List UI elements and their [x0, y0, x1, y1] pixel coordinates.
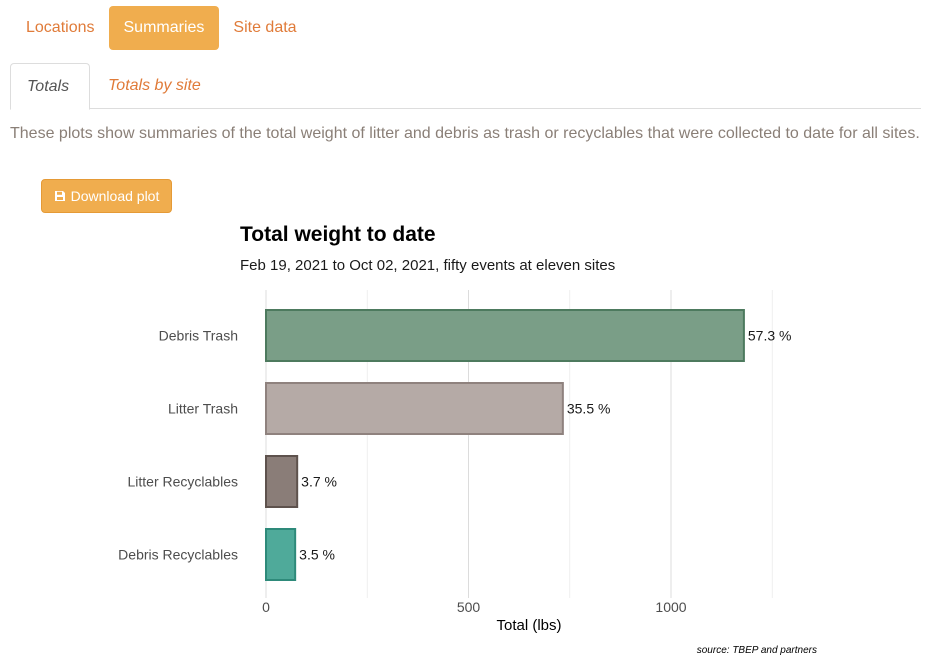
summary-tabs: Totals Totals by site [10, 63, 921, 110]
download-plot-label: Download plot [70, 188, 160, 204]
chart-subtitle: Feb 19, 2021 to Oct 02, 2021, fifty even… [240, 257, 615, 274]
category-label: Debris Trash [159, 328, 238, 344]
bar-litter-trash [265, 382, 564, 435]
download-plot-button[interactable]: Download plot [41, 179, 172, 213]
bar-debris-recyclables [265, 528, 297, 581]
save-icon [54, 191, 65, 201]
chart-caption: source: TBEP and partners [697, 645, 817, 656]
percent-label: 57.3 % [748, 328, 792, 344]
category-label: Litter Trash [168, 401, 238, 417]
percent-label: 3.5 % [299, 547, 335, 563]
nav-pill-summaries[interactable]: Summaries [108, 6, 220, 50]
x-tick-label: 1000 [655, 599, 686, 615]
nav-pill-locations[interactable]: Locations [26, 19, 95, 36]
category-label: Debris Recyclables [118, 547, 238, 563]
nav-pill-site-data[interactable]: Site data [233, 19, 297, 36]
plot-description: These plots show summaries of the total … [10, 125, 920, 142]
category-label: Litter Recyclables [128, 474, 239, 490]
percent-label: 3.7 % [301, 474, 337, 490]
x-axis-title: Total (lbs) [496, 617, 561, 634]
chart-title: Total weight to date [240, 223, 436, 246]
tab-totals-by-site[interactable]: Totals by site [108, 77, 201, 94]
tab-totals[interactable]: Totals [10, 63, 90, 110]
x-tick-label: 0 [262, 599, 270, 615]
chart-labels: 0 500 1000 Debris Trash 57.3 % Litter Trash 35… [118, 328, 791, 616]
x-tick-label: 500 [457, 599, 481, 615]
chart-bars [265, 309, 745, 581]
bar-debris-trash [265, 309, 745, 362]
main-nav: Locations Summaries Site data [12, 6, 311, 50]
percent-label: 35.5 % [567, 401, 611, 417]
bar-litter-recyclables [265, 455, 299, 508]
